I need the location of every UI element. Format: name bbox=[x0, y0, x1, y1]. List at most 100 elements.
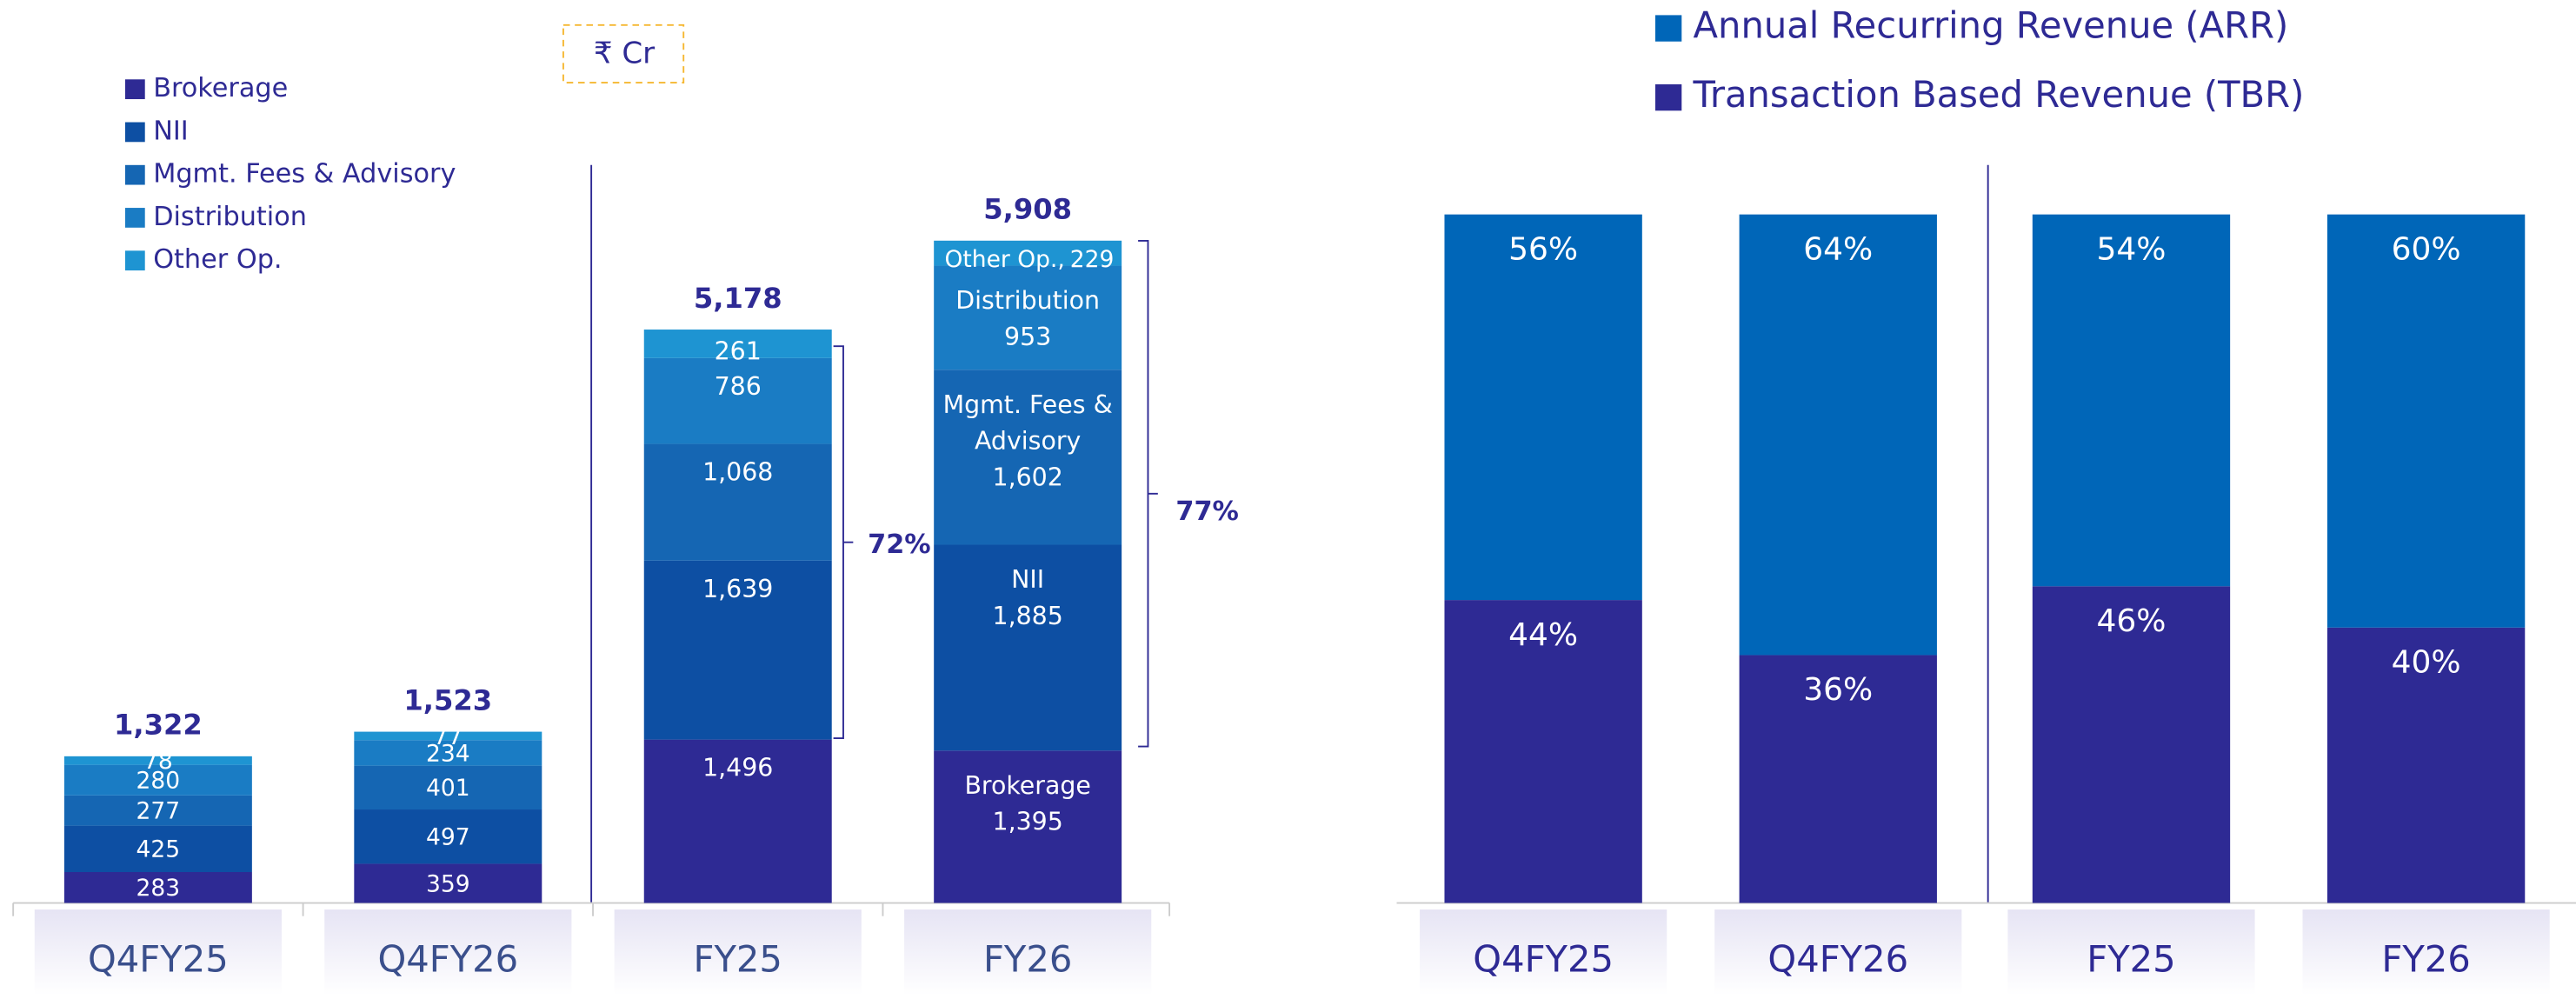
annotation: 72% bbox=[868, 529, 931, 560]
bar-segment bbox=[2326, 214, 2526, 628]
bar-value-label: 1,395 bbox=[993, 808, 1063, 836]
bar-value-label: 1,639 bbox=[702, 575, 773, 603]
bar-segment bbox=[63, 756, 252, 765]
bar-value-label: 280 bbox=[136, 768, 181, 795]
bar-value-label: 261 bbox=[715, 337, 762, 366]
legend-label: Other Op. bbox=[153, 244, 282, 275]
bar-value-label: 425 bbox=[136, 836, 181, 863]
legend-label: Mgmt. Fees & Advisory bbox=[153, 159, 456, 190]
category-box bbox=[614, 909, 862, 996]
bar-value-label: 36% bbox=[1803, 672, 1873, 708]
total-label: 5,908 bbox=[983, 193, 1072, 226]
bar-segment bbox=[643, 560, 832, 740]
category-box bbox=[2007, 909, 2255, 996]
category-box bbox=[904, 909, 1152, 996]
x-tick-label: Q4FY25 bbox=[88, 938, 229, 981]
bar-segment bbox=[934, 750, 1122, 903]
legend-swatch bbox=[1654, 15, 1682, 42]
bar-value-label: 1,496 bbox=[702, 754, 773, 783]
legend-swatch bbox=[124, 208, 145, 228]
bar-value-label: 1,602 bbox=[993, 463, 1063, 491]
legend-swatch bbox=[124, 122, 145, 143]
bar-segment bbox=[934, 370, 1122, 545]
bar-segment bbox=[2326, 627, 2526, 903]
bar-value-label: 44% bbox=[1508, 617, 1578, 653]
bar-segment bbox=[63, 795, 252, 826]
inline-series-label: NII bbox=[1011, 565, 1044, 594]
bar-value-label: 497 bbox=[426, 824, 470, 851]
bar-segment bbox=[354, 765, 542, 810]
legend-label: Brokerage bbox=[153, 73, 288, 103]
bar-segment bbox=[63, 764, 252, 796]
bar-segment bbox=[934, 265, 1122, 370]
bar-value-label: 283 bbox=[136, 875, 181, 902]
bar-segment bbox=[354, 863, 542, 903]
legend-swatch bbox=[124, 164, 145, 185]
legend-swatch bbox=[124, 250, 145, 271]
legend-label: Transaction Based Revenue (TBR) bbox=[1693, 73, 2305, 116]
total-label: 1,322 bbox=[114, 709, 203, 742]
category-box bbox=[34, 909, 282, 996]
bar-value-label: 64% bbox=[1803, 231, 1873, 267]
bar-value-label: 56% bbox=[1508, 231, 1578, 267]
inline-series-label: Other Op., bbox=[945, 246, 1065, 273]
unit-label: ₹ Cr bbox=[594, 36, 656, 70]
x-tick-label: FY25 bbox=[694, 938, 782, 981]
bar-segment bbox=[354, 740, 542, 766]
bracket bbox=[833, 345, 854, 740]
bar-segment bbox=[1739, 214, 1937, 656]
bar-segment bbox=[1444, 600, 1642, 903]
legend-swatch bbox=[1654, 83, 1682, 111]
bar-segment bbox=[354, 731, 542, 741]
bar-segment bbox=[643, 739, 832, 903]
bar-segment bbox=[2032, 586, 2231, 903]
x-tick-label: Q4FY26 bbox=[1767, 938, 1908, 981]
bar-segment bbox=[1444, 214, 1642, 601]
bar-value-label: 401 bbox=[426, 775, 470, 802]
bar-segment bbox=[934, 240, 1122, 266]
x-tick-label: FY26 bbox=[2381, 938, 2470, 981]
x-tick-label: FY26 bbox=[983, 938, 1072, 981]
bar-segment bbox=[643, 330, 832, 358]
bar-value-label: 1,068 bbox=[702, 458, 773, 487]
total-label: 1,523 bbox=[403, 683, 492, 716]
bar-value-label: 234 bbox=[426, 740, 470, 767]
inline-series-label: Advisory bbox=[975, 427, 1081, 456]
x-tick-label: Q4FY25 bbox=[1473, 938, 1614, 981]
bar-value-label: 78 bbox=[143, 748, 173, 775]
bracket bbox=[1138, 240, 1158, 748]
annotation: 77% bbox=[1175, 496, 1239, 527]
bar-segment bbox=[63, 825, 252, 872]
bar-segment bbox=[2032, 214, 2231, 587]
total-label: 5,178 bbox=[694, 282, 782, 315]
inline-series-label: Distribution bbox=[955, 286, 1100, 315]
bar-value-label: 953 bbox=[1004, 323, 1051, 351]
bar-value-label: 54% bbox=[2096, 231, 2166, 267]
bar-value-label: 60% bbox=[2392, 231, 2461, 267]
bar-segment bbox=[643, 357, 832, 444]
bar-segment bbox=[354, 809, 542, 864]
unit-box bbox=[562, 23, 685, 84]
category-box bbox=[2302, 909, 2550, 996]
legend-label: NII bbox=[153, 116, 189, 146]
bar-value-label: 46% bbox=[2096, 603, 2166, 639]
bar-value-label: 1,885 bbox=[993, 602, 1063, 630]
bar-value-label: 786 bbox=[715, 372, 762, 401]
bar-value-label: 77 bbox=[433, 723, 463, 750]
bar-value-label: 277 bbox=[136, 798, 181, 825]
inline-series-label: Brokerage bbox=[964, 771, 1090, 800]
category-box bbox=[1420, 909, 1667, 996]
legend-label: Annual Recurring Revenue (ARR) bbox=[1694, 4, 2289, 47]
bar-value-label: 229 bbox=[1070, 246, 1115, 273]
category-box bbox=[1714, 909, 1962, 996]
bar-segment bbox=[643, 443, 832, 561]
legend-label: Distribution bbox=[153, 202, 307, 232]
bar-value-label: 40% bbox=[2392, 644, 2461, 680]
bar-segment bbox=[1739, 655, 1937, 903]
bar-segment bbox=[934, 544, 1122, 751]
legend-swatch bbox=[124, 79, 145, 100]
inline-series-label: Mgmt. Fees & bbox=[943, 390, 1113, 419]
bar-value-label: 359 bbox=[426, 870, 470, 897]
x-tick-label: Q4FY26 bbox=[377, 938, 518, 981]
